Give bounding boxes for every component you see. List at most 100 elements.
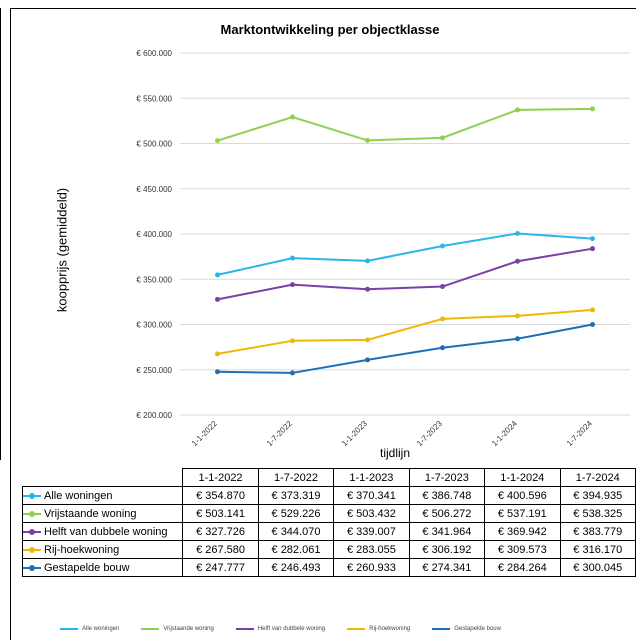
table-cell: € 267.580 [182, 540, 259, 559]
table-cell: € 400.596 [484, 486, 561, 505]
data-table: 1-1-2022 1-7-2022 1-1-2023 1-7-2023 1-1-2024… [21, 468, 636, 577]
table-column-header: 1-7-2023 [408, 468, 486, 487]
table-cell: € 339.007 [333, 522, 410, 541]
table-column-header: 1-1-2023 [333, 468, 410, 487]
table-header-row: 1-1-2022 1-7-2022 1-1-2023 1-7-2023 1-1-2024… [23, 468, 636, 487]
y-tick-label: € 250.000 [136, 366, 172, 375]
table-cell: € 386.748 [408, 486, 486, 505]
chart-title: Marktontwikkeling per objectklasse [220, 22, 440, 37]
data-point [365, 137, 370, 143]
legend-label: Rij-hoekwoning [369, 626, 411, 632]
series-swatch [23, 509, 41, 519]
series-line [217, 323, 593, 374]
data-point [515, 313, 520, 319]
data-point [215, 272, 220, 278]
table-row: Helft van dubbele woning € 327.726 € 344.0… [21, 522, 636, 541]
series-line [217, 107, 593, 142]
table-row: Vrijstaande woning € 503.141 € 529.226 € 50… [21, 504, 636, 523]
table-cell: € 383.779 [559, 522, 636, 541]
series-swatch [23, 545, 41, 555]
legend-item: Gestapelde bouw [432, 626, 501, 632]
table-cell: € 300.045 [559, 558, 636, 577]
table-cell: € 327.726 [182, 522, 259, 541]
series-name: Rij-hoekwoning [44, 543, 120, 556]
legend-line-marker [235, 628, 254, 630]
table-row: Alle woningen € 354.870 € 373.319 € 370.341… [21, 486, 636, 505]
legend-item: Alle woningen [60, 626, 119, 632]
data-point [515, 230, 520, 236]
y-tick-label: € 400.000 [136, 230, 172, 239]
data-point [290, 370, 295, 376]
table-cell: € 354.870 [182, 486, 259, 505]
x-tick-label: 1-1-2023 [340, 419, 369, 448]
data-point [515, 107, 520, 113]
legend-item: Vrijstaande woning [141, 626, 214, 632]
legend-line-marker [60, 628, 78, 630]
table-cell: € 341.964 [408, 522, 486, 541]
series-line [217, 232, 593, 276]
data-point [590, 236, 595, 242]
legend-line-marker [347, 628, 366, 630]
table-cell: € 537.191 [484, 504, 561, 523]
table-row-label: Helft van dubbele woning [21, 522, 184, 541]
table-column-header: 1-1-2022 [182, 468, 259, 487]
x-axis-label: tijdlijn [380, 446, 411, 460]
table-row: Gestapelde bouw € 247.777 € 246.493 € 260.9… [21, 558, 636, 577]
x-tick-label: 1-1-2024 [490, 419, 519, 448]
table-cell: € 282.061 [257, 540, 335, 559]
data-point [515, 336, 520, 342]
data-point [440, 345, 445, 351]
table-cell: € 503.432 [333, 504, 410, 523]
data-point [590, 106, 595, 112]
table-column-header: 1-7-2024 [559, 468, 636, 487]
table-cell: € 503.141 [182, 504, 259, 523]
data-point [290, 255, 295, 261]
table-row-label: Vrijstaande woning [21, 504, 184, 523]
data-point [290, 338, 295, 344]
series-swatch [23, 491, 41, 501]
data-point [290, 282, 295, 288]
line-chart: € 200.000 € 250.000 € 300.000 € 350.000 € 40… [136, 49, 630, 448]
y-tick-label: € 550.000 [136, 94, 172, 103]
legend-label: Alle woningen [82, 626, 120, 632]
legend-line-marker [141, 628, 160, 630]
table-cell: € 373.319 [257, 486, 335, 505]
data-point [590, 307, 595, 313]
series-name: Alle woningen [44, 489, 113, 502]
y-tick-label: € 200.000 [136, 411, 172, 420]
data-point [440, 135, 445, 141]
table-cell: € 246.493 [257, 558, 335, 577]
table-column-header: 1-1-2024 [484, 468, 561, 487]
legend-label: Helft van dubbele woning [257, 626, 326, 632]
legend-label: Gestapelde bouw [454, 626, 501, 632]
y-tick-label: € 350.000 [136, 275, 172, 284]
y-tick-label: € 450.000 [136, 185, 172, 194]
table-cell: € 316.170 [559, 540, 636, 559]
table-cell: € 538.325 [559, 504, 636, 523]
data-point [440, 243, 445, 249]
chart-legend: Alle woningen Vrijstaande woning Helft van… [60, 626, 501, 632]
table-cell: € 344.070 [257, 522, 335, 541]
table-cell: € 309.573 [484, 540, 561, 559]
data-point [590, 246, 595, 252]
table-row-label: Rij-hoekwoning [21, 540, 184, 559]
y-tick-label: € 600.000 [136, 49, 172, 58]
table-body: Alle woningen € 354.870 € 373.319 € 370.341… [21, 486, 636, 577]
data-point [515, 258, 520, 264]
y-tick-label: € 500.000 [136, 140, 172, 149]
series-line [217, 247, 593, 301]
chart-frame [10, 8, 636, 640]
series-line [217, 308, 593, 355]
data-point [290, 114, 295, 120]
table-cell: € 370.341 [333, 486, 410, 505]
data-point [215, 296, 220, 302]
table-row: Rij-hoekwoning € 267.580 € 282.061 € 283.05… [21, 540, 636, 559]
table-row-label: Alle woningen [21, 486, 184, 505]
x-tick-label: 1-1-2022 [190, 419, 219, 448]
series-swatch [23, 527, 41, 537]
table-row-label: Gestapelde bouw [21, 558, 184, 577]
data-point [215, 369, 220, 375]
legend-item: Rij-hoekwoning [347, 626, 410, 632]
data-point [440, 316, 445, 322]
series-name: Vrijstaande woning [44, 507, 137, 520]
